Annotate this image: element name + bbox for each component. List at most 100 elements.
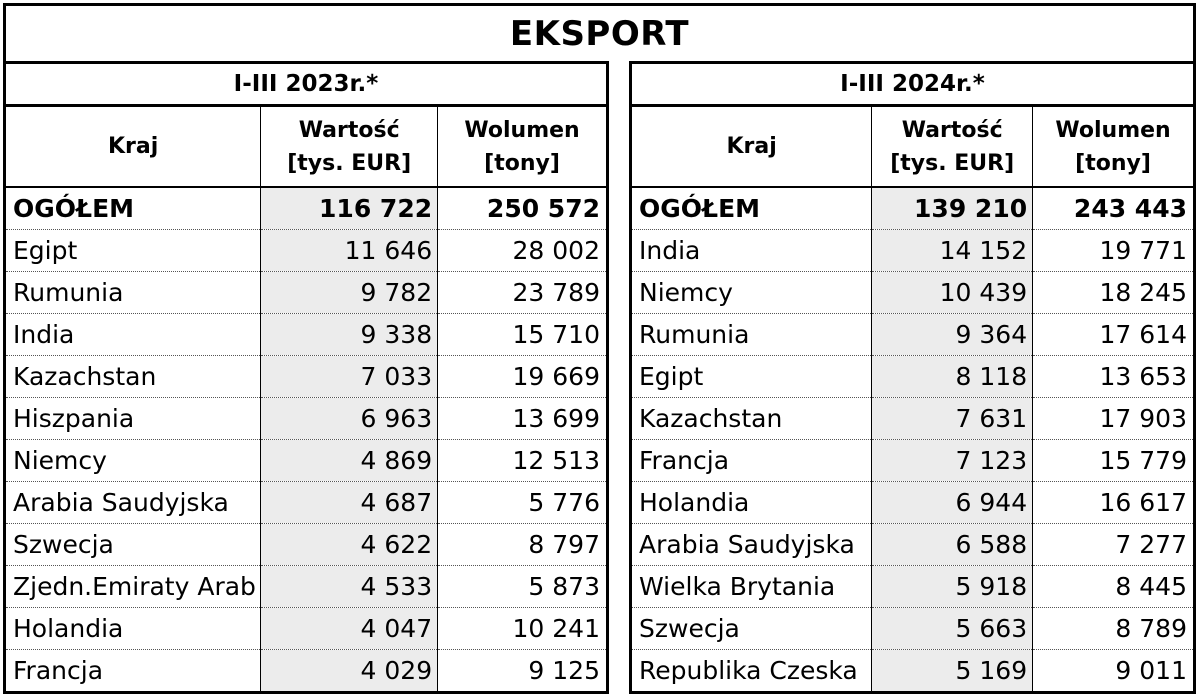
table-row: Egipt 11 646 28 002 (4, 229, 608, 272)
table-row: Hiszpania 6 963 13 699 (4, 397, 608, 440)
volume-cell: 9 125 (437, 649, 608, 694)
volume-cell: 12 513 (437, 439, 608, 482)
table-row: Egipt 8 118 13 653 (630, 355, 1195, 398)
volume-cell: 5 873 (437, 565, 608, 608)
country-cell: Hiszpania (4, 397, 262, 440)
country-cell: Szwecja (630, 607, 873, 650)
country-cell: Rumunia (4, 271, 262, 314)
country-cell: Wielka Brytania (630, 565, 873, 608)
value-cell: 6 963 (260, 397, 439, 440)
table-row: Wielka Brytania 5 918 8 445 (630, 565, 1195, 608)
value-cell: 4 622 (260, 523, 439, 566)
export-table-2024: I-III 2024r.* Kraj Wartość [tys. EUR] Wol… (629, 61, 1196, 694)
country-cell: Szwecja (4, 523, 262, 566)
value-cell: 139 210 (871, 187, 1034, 230)
value-cell: 9 364 (871, 313, 1034, 356)
table-row: Szwecja 4 622 8 797 (4, 523, 608, 566)
table-row: India 9 338 15 710 (4, 313, 608, 356)
export-table-2023: I-III 2023r.* Kraj Wartość [tys. EUR] Wol… (3, 61, 609, 694)
value-cell: 116 722 (260, 187, 439, 230)
value-cell: 7 123 (871, 439, 1034, 482)
period-header: I-III 2023r.* (4, 61, 608, 107)
value-cell: 5 663 (871, 607, 1034, 650)
value-cell: 4 047 (260, 607, 439, 650)
value-cell: 9 338 (260, 313, 439, 356)
total-row: OGÓŁEM 139 210 243 443 (630, 187, 1195, 230)
value-cell: 6 944 (871, 481, 1034, 524)
volume-cell: 28 002 (437, 229, 608, 272)
value-cell: 4 869 (260, 439, 439, 482)
volume-cell: 16 617 (1032, 481, 1195, 524)
volume-cell: 5 776 (437, 481, 608, 524)
country-cell: Francja (4, 649, 262, 694)
country-cell: Arabia Saudyjska (4, 481, 262, 524)
table-row: Niemcy 10 439 18 245 (630, 271, 1195, 314)
volume-cell: 19 771 (1032, 229, 1195, 272)
table-row: Kazachstan 7 631 17 903 (630, 397, 1195, 440)
table-row: Arabia Saudyjska 4 687 5 776 (4, 481, 608, 524)
value-cell: 7 631 (871, 397, 1034, 440)
volume-cell: 8 789 (1032, 607, 1195, 650)
country-cell: Republika Czeska (630, 649, 873, 694)
volume-cell: 10 241 (437, 607, 608, 650)
table-row: Rumunia 9 364 17 614 (630, 313, 1195, 356)
sheet-title: EKSPORT (3, 3, 1196, 61)
column-header-kraj: Kraj (4, 105, 262, 188)
value-cell: 14 152 (871, 229, 1034, 272)
table-row: Arabia Saudyjska 6 588 7 277 (630, 523, 1195, 566)
country-cell: Holandia (4, 607, 262, 650)
table-row: Szwecja 5 663 8 789 (630, 607, 1195, 650)
country-cell: OGÓŁEM (630, 187, 873, 230)
volume-cell: 7 277 (1032, 523, 1195, 566)
column-header-wartosc: Wartość [tys. EUR] (260, 105, 439, 188)
volume-cell: 13 653 (1032, 355, 1195, 398)
volume-cell: 23 789 (437, 271, 608, 314)
volume-cell: 8 445 (1032, 565, 1195, 608)
value-cell: 11 646 (260, 229, 439, 272)
country-cell: Egipt (4, 229, 262, 272)
table-row: India 14 152 19 771 (630, 229, 1195, 272)
value-cell: 5 918 (871, 565, 1034, 608)
table-row: Francja 7 123 15 779 (630, 439, 1195, 482)
table-row: Holandia 4 047 10 241 (4, 607, 608, 650)
value-cell: 4 533 (260, 565, 439, 608)
volume-cell: 17 903 (1032, 397, 1195, 440)
country-cell: Kazachstan (4, 355, 262, 398)
volume-cell: 17 614 (1032, 313, 1195, 356)
country-cell: Francja (630, 439, 873, 482)
value-cell: 6 588 (871, 523, 1034, 566)
volume-cell: 13 699 (437, 397, 608, 440)
volume-cell: 15 779 (1032, 439, 1195, 482)
country-cell: Egipt (630, 355, 873, 398)
column-header-kraj: Kraj (630, 105, 873, 188)
country-cell: Niemcy (630, 271, 873, 314)
country-cell: OGÓŁEM (4, 187, 262, 230)
country-cell: Rumunia (630, 313, 873, 356)
column-header-wartosc: Wartość [tys. EUR] (871, 105, 1034, 188)
table-row: Niemcy 4 869 12 513 (4, 439, 608, 482)
country-cell: Kazachstan (630, 397, 873, 440)
table-row: Kazachstan 7 033 19 669 (4, 355, 608, 398)
volume-cell: 243 443 (1032, 187, 1195, 230)
country-cell: Holandia (630, 481, 873, 524)
column-header-wolumen: Wolumen [tony] (437, 105, 608, 188)
country-cell: Niemcy (4, 439, 262, 482)
table-row: Republika Czeska 5 169 9 011 (630, 649, 1195, 694)
table-row: Rumunia 9 782 23 789 (4, 271, 608, 314)
volume-cell: 15 710 (437, 313, 608, 356)
volume-cell: 9 011 (1032, 649, 1195, 694)
country-cell: India (4, 313, 262, 356)
value-cell: 4 029 (260, 649, 439, 694)
country-cell: India (630, 229, 873, 272)
column-header-wolumen: Wolumen [tony] (1032, 105, 1195, 188)
volume-cell: 8 797 (437, 523, 608, 566)
value-cell: 8 118 (871, 355, 1034, 398)
value-cell: 5 169 (871, 649, 1034, 694)
value-cell: 10 439 (871, 271, 1034, 314)
table-row: Francja 4 029 9 125 (4, 649, 608, 694)
volume-cell: 19 669 (437, 355, 608, 398)
value-cell: 4 687 (260, 481, 439, 524)
volume-cell: 250 572 (437, 187, 608, 230)
value-cell: 7 033 (260, 355, 439, 398)
